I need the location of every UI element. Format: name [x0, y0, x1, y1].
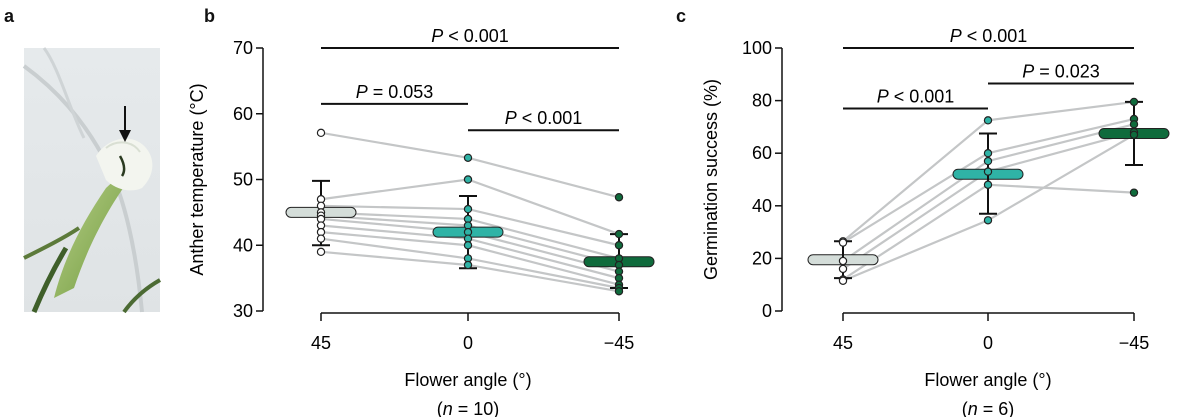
x-tick-label: 45 [833, 333, 853, 353]
p-value: = 0.023 [1034, 62, 1100, 82]
sample-size-n: n [443, 399, 453, 417]
p-value: = 0.053 [368, 82, 434, 102]
panel-letter-c: c [676, 6, 687, 26]
p-symbol: P [1022, 62, 1034, 82]
p-symbol: P [950, 26, 962, 46]
chart-group: 0 20 40 60 80 100 45 0 −45 Germination success (%… [701, 26, 1170, 417]
sample-size-value: = 10) [453, 399, 500, 417]
panel-letter-b: b [204, 6, 215, 26]
p-value-label: P < 0.001 [431, 26, 509, 46]
y-tick-label: 0 [762, 301, 772, 321]
data-point [614, 229, 624, 239]
data-point [983, 216, 993, 225]
y-tick-label: 30 [233, 301, 253, 321]
p-symbol: P [505, 108, 517, 128]
data-point [1129, 188, 1139, 197]
y-tick-label: 40 [752, 196, 772, 216]
data-point [983, 116, 993, 125]
data-point [838, 276, 848, 285]
data-point [838, 238, 848, 247]
x-tick-label: 45 [311, 333, 331, 353]
panel-letter-a: a [4, 6, 15, 26]
data-point [614, 193, 624, 202]
data-point [614, 241, 624, 250]
p-value: < 0.001 [517, 108, 583, 128]
p-value-label: P = 0.023 [1022, 62, 1100, 82]
sample-size-open: ( [437, 399, 443, 417]
x-tick-label: −45 [604, 333, 635, 353]
data-point [983, 180, 993, 189]
sample-size-value: = 6) [978, 399, 1015, 417]
x-tick-label: 0 [463, 333, 473, 353]
data-point [316, 128, 326, 138]
p-value: < 0.001 [962, 26, 1028, 46]
data-point [463, 241, 473, 250]
y-tick-label: 100 [742, 38, 772, 58]
y-tick-label: 50 [233, 170, 253, 190]
y-axis-title: Anther temperature (°C) [187, 83, 207, 275]
x-tick-label: 0 [983, 333, 993, 353]
p-symbol: P [431, 26, 443, 46]
y-tick-label: 80 [752, 91, 772, 111]
y-tick-label: 60 [233, 104, 253, 124]
data-point [463, 153, 473, 163]
y-axis-title: Germination success (%) [701, 79, 721, 280]
data-point [983, 148, 993, 158]
data-point [1129, 130, 1139, 139]
p-value: < 0.001 [443, 26, 509, 46]
p-symbol: P [356, 82, 368, 102]
data-point [838, 256, 848, 266]
sample-size-label: (n = 10) [437, 399, 500, 417]
x-tick-label: −45 [1119, 333, 1150, 353]
data-point [316, 247, 326, 257]
sample-size-n: n [968, 399, 978, 417]
chart-group: 30 40 50 60 70 45 0 −45 Anther temperature (°C) F… [187, 26, 655, 417]
y-tick-label: 20 [752, 248, 772, 268]
y-tick-label: 70 [233, 38, 253, 58]
p-value-label: P < 0.001 [505, 108, 583, 128]
data-point [1129, 120, 1139, 129]
x-axis-title: Flower angle (°) [404, 370, 531, 390]
data-point [983, 167, 993, 176]
x-axis-title: Flower angle (°) [924, 370, 1051, 390]
flower-photo [22, 47, 161, 314]
p-value-label: P = 0.053 [356, 82, 434, 102]
data-point [316, 234, 326, 243]
data-point [463, 175, 473, 184]
sample-size-open: ( [962, 399, 968, 417]
data-point [614, 287, 624, 296]
p-value: < 0.001 [889, 86, 955, 106]
data-point [463, 260, 473, 270]
p-value-label: P < 0.001 [950, 26, 1028, 46]
data-point [838, 264, 848, 274]
data-point [463, 204, 473, 214]
y-tick-label: 60 [752, 143, 772, 163]
sample-size-label: (n = 6) [962, 399, 1015, 417]
p-value-label: P < 0.001 [877, 86, 955, 106]
data-point [1129, 97, 1139, 107]
p-symbol: P [877, 86, 889, 106]
y-tick-label: 40 [233, 235, 253, 255]
data-point [983, 156, 993, 166]
